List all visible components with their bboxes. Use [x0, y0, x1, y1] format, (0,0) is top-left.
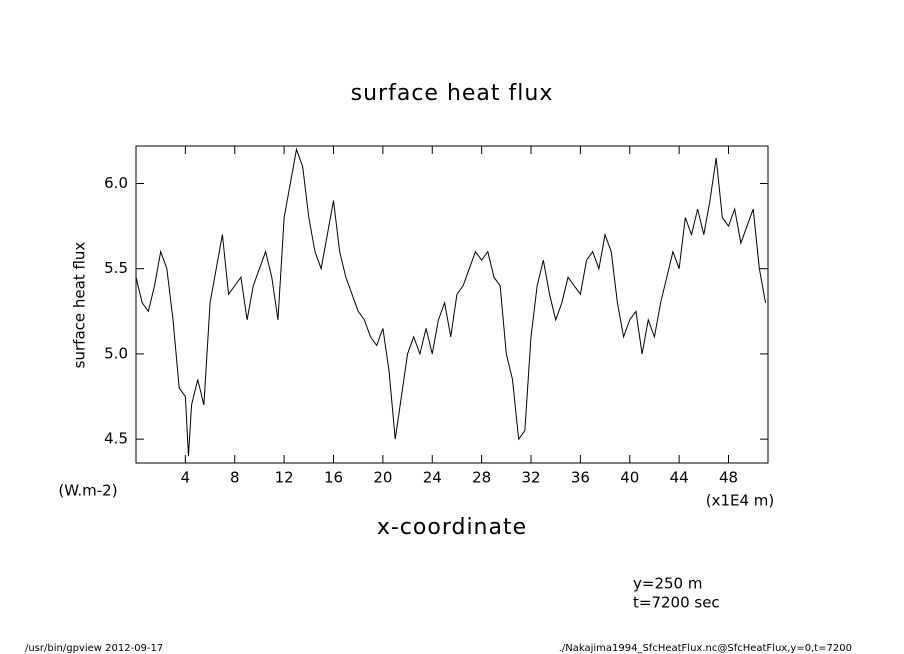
- x-tick-label: 20: [373, 469, 392, 487]
- chart-title: surface heat flux: [351, 81, 554, 106]
- data-line: [135, 147, 767, 457]
- x-tick-label: 4: [181, 469, 191, 487]
- x-tick-label: 48: [719, 469, 738, 487]
- x-tick-label: 28: [472, 469, 491, 487]
- y-tick-label: 5.5: [104, 259, 128, 277]
- footer-left: /usr/bin/gpview 2012-09-17: [25, 643, 163, 654]
- annotation: y=250 m: [633, 575, 702, 593]
- x-tick-label: 32: [521, 469, 540, 487]
- x-tick-label: 24: [423, 469, 442, 487]
- x-tick-label: 12: [275, 469, 294, 487]
- x-tick-label: 36: [571, 469, 590, 487]
- x-tick-label: 16: [324, 469, 343, 487]
- y-tick-label: 5.0: [104, 344, 128, 362]
- x-tick-label: 40: [620, 469, 639, 487]
- annotation: t=7200 sec: [633, 594, 720, 612]
- plot-frame: [135, 145, 769, 464]
- y-axis-units: (W.m-2): [58, 482, 117, 500]
- footer-right: ./Nakajima1994_SfcHeatFlux.nc@SfcHeatFlu…: [559, 643, 852, 654]
- y-axis-label: surface heat flux: [71, 242, 89, 369]
- y-tick-label: 4.5: [104, 430, 128, 448]
- x-axis-label: x-coordinate: [377, 515, 527, 540]
- x-tick-label: 8: [230, 469, 240, 487]
- x-tick-label: 44: [670, 469, 689, 487]
- x-axis-units: (x1E4 m): [706, 492, 775, 510]
- y-tick-label: 6.0: [104, 174, 128, 192]
